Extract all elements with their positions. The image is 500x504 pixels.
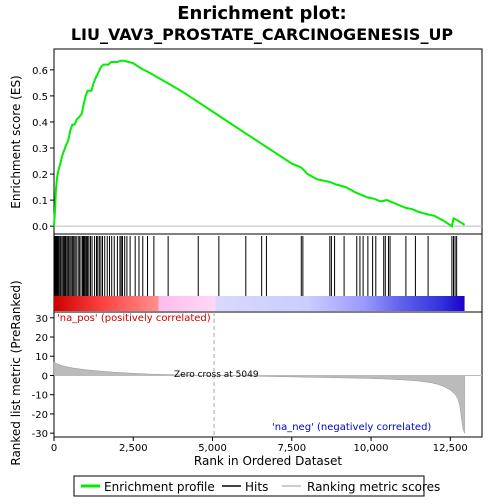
x-axis-label: Rank in Ordered Dataset bbox=[194, 454, 342, 468]
legend-label-hits: Hits bbox=[245, 480, 268, 494]
legend-label-enrichment: Enrichment profile bbox=[104, 480, 215, 494]
es-ytick-label: 0.2 bbox=[32, 170, 48, 181]
hit-marks bbox=[54, 236, 458, 296]
metric-ytick-label: 30 bbox=[35, 314, 48, 325]
legend-label-ranking: Ranking metric scores bbox=[307, 480, 440, 494]
metric-ytick-label: 10 bbox=[35, 352, 48, 363]
rank-gradient bbox=[54, 296, 465, 311]
es-panel-frame bbox=[53, 48, 483, 235]
rank-gradient-bar bbox=[54, 296, 465, 311]
xtick-label: 10,000 bbox=[354, 443, 389, 454]
es-axis-ticks: 0.0 0.1 0.2 0.3 0.4 0.5 0.6 bbox=[32, 66, 54, 233]
xtick-label: 2,500 bbox=[119, 443, 148, 454]
neg-correlated-label: 'na_neg' (negatively correlated) bbox=[272, 422, 431, 433]
metric-area bbox=[53, 361, 465, 434]
metric-ylabel: Ranked list metric (PreRanked) bbox=[9, 280, 23, 465]
es-ylabel: Enrichment score (ES) bbox=[9, 75, 23, 208]
chart-subtitle: LIU_VAV3_PROSTATE_CARCINOGENESIS_UP bbox=[71, 25, 454, 44]
xtick-label: 5,000 bbox=[198, 443, 227, 454]
zero-cross-label: Zero cross at 5049 bbox=[174, 370, 259, 380]
metric-ytick-label: 20 bbox=[35, 333, 48, 344]
xtick-label: 12,500 bbox=[433, 443, 468, 454]
es-ytick-label: 0.6 bbox=[32, 66, 48, 77]
es-ytick-label: 0.3 bbox=[32, 144, 48, 155]
es-ytick-label: 0.5 bbox=[32, 92, 48, 103]
metric-ytick-label: -20 bbox=[32, 410, 48, 421]
es-ytick-label: 0.4 bbox=[32, 118, 48, 129]
legend-box bbox=[73, 475, 425, 497]
xtick-label: 0 bbox=[51, 443, 57, 454]
xtick-label: 7,500 bbox=[277, 443, 306, 454]
es-profile-line bbox=[53, 59, 466, 228]
es-ytick-label: 0.1 bbox=[32, 196, 48, 207]
metric-ytick-label: -30 bbox=[32, 429, 48, 440]
chart-title: Enrichment plot: bbox=[177, 3, 347, 24]
metric-layer bbox=[53, 312, 482, 437]
es-line-layer bbox=[53, 59, 466, 228]
x-axis-ticks: 0 2,500 5,000 7,500 10,000 12,500 bbox=[51, 437, 468, 454]
metric-ytick-label: -10 bbox=[32, 391, 48, 402]
metric-axis-ticks: -30 -20 -10 0 10 20 30 bbox=[32, 314, 54, 440]
es-ytick-label: 0.0 bbox=[32, 222, 48, 233]
pos-correlated-label: 'na_pos' (positively correlated) bbox=[57, 313, 211, 324]
metric-ytick-label: 0 bbox=[42, 371, 48, 382]
